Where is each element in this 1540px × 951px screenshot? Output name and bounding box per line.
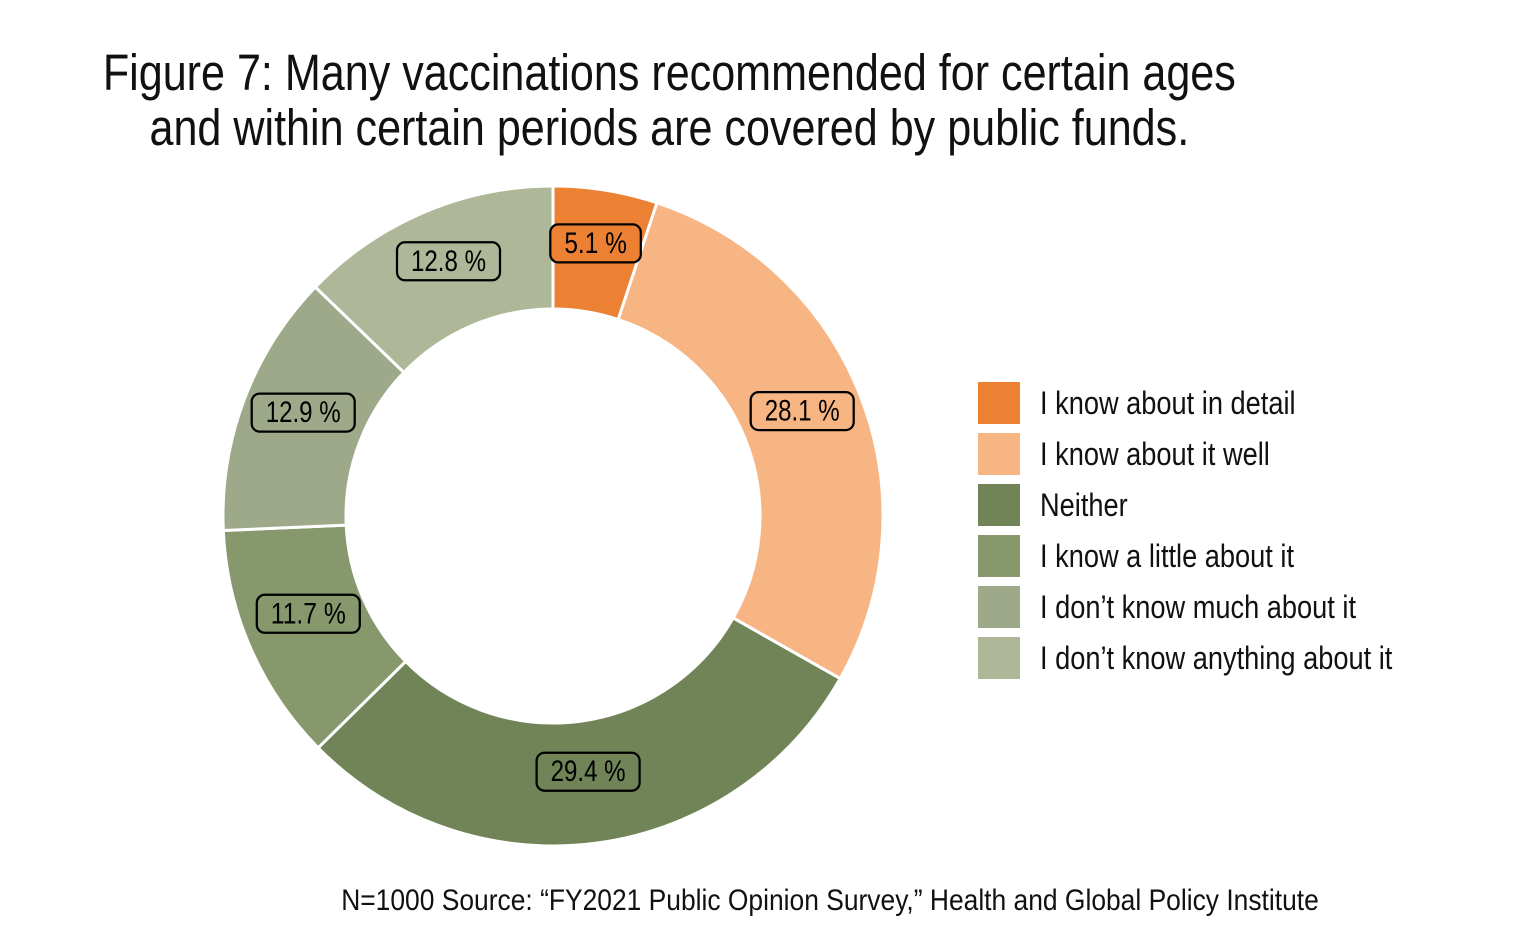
- segment-label-text: 5.1 %: [564, 227, 627, 260]
- segment-label-box: [395, 241, 502, 282]
- legend-item: I know a little about it: [978, 535, 1455, 577]
- legend-swatch: [978, 586, 1020, 628]
- segment-label-box: [549, 223, 642, 264]
- segment-label: 11.7 %: [255, 593, 361, 634]
- segment-label-text: 28.1 %: [765, 395, 840, 428]
- donut-segment: [616, 201, 885, 681]
- legend-label: Neither: [1040, 486, 1128, 523]
- segment-label-box: [749, 390, 855, 432]
- segment-label-box: [250, 392, 356, 433]
- legend-swatch: [978, 433, 1020, 475]
- legend-swatch: [978, 382, 1020, 424]
- segment-label-box: [535, 751, 641, 792]
- legend-swatch: [978, 535, 1020, 577]
- legend-item: Neither: [978, 484, 1455, 526]
- legend-item: I know about in detail: [978, 382, 1455, 424]
- segment-label: 29.4 %: [535, 751, 641, 792]
- segment-label: 12.8 %: [395, 241, 502, 282]
- legend-swatch: [978, 637, 1020, 679]
- chart-legend: I know about in detail I know about it we…: [978, 382, 1455, 679]
- segment-label-text: 12.8 %: [411, 245, 486, 278]
- segment-label: 28.1 %: [749, 390, 855, 432]
- legend-swatch: [978, 484, 1020, 526]
- donut-segments: [221, 184, 885, 848]
- legend-item: I know about it well: [978, 433, 1455, 475]
- segment-label: 12.9 %: [250, 392, 356, 433]
- figure-title: Figure 7: Many vaccinations recommended …: [102, 44, 1236, 156]
- segment-labels: 5.1 % 28.1 % 29.4 % 11.7 % 12.9 % 12.8 %: [250, 223, 855, 792]
- segment-label-text: 29.4 %: [551, 755, 626, 788]
- legend-label: I know about it well: [1040, 435, 1270, 472]
- legend-label: I don’t know much about it: [1040, 588, 1357, 625]
- legend-label: I don’t know anything about it: [1040, 639, 1393, 676]
- source-note: N=1000 Source: “FY2021 Public Opinion Su…: [341, 884, 1319, 917]
- legend-label: I know a little about it: [1040, 537, 1295, 574]
- donut-segment: [316, 616, 842, 848]
- segment-label-text: 11.7 %: [271, 597, 346, 630]
- legend-item: I don’t know anything about it: [978, 637, 1455, 679]
- legend-item: I don’t know much about it: [978, 586, 1455, 628]
- segment-label: 5.1 %: [549, 223, 642, 264]
- segment-label-box: [255, 593, 361, 634]
- segment-label-text: 12.9 %: [266, 396, 341, 429]
- legend-label: I know about in detail: [1040, 384, 1296, 421]
